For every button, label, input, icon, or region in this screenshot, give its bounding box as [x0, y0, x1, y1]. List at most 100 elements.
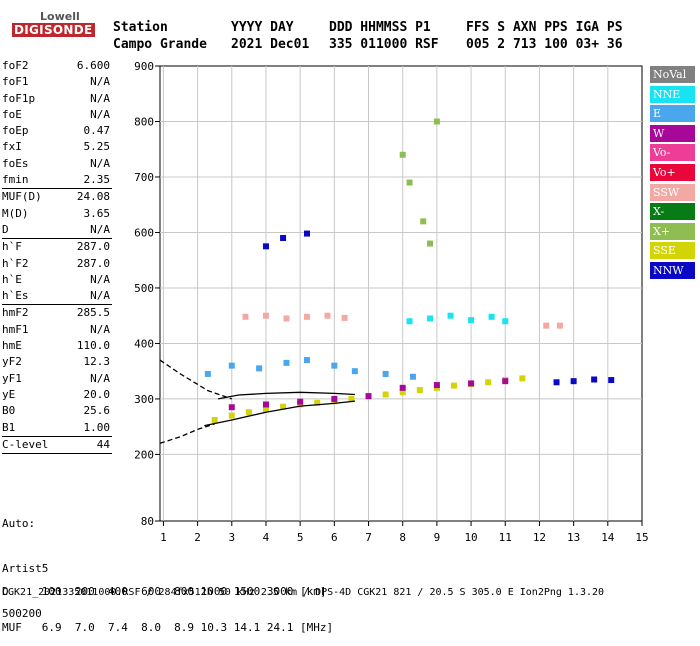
header-value-settings: 005 2 713 100 03+ 36 — [466, 37, 623, 52]
x-tick-label: 4 — [263, 531, 270, 544]
x-tick-label: 13 — [567, 531, 580, 544]
data-point — [262, 401, 269, 408]
data-point — [365, 393, 372, 400]
x-tick-label: 11 — [499, 531, 512, 544]
data-point — [406, 318, 413, 325]
x-tick-label: 10 — [464, 531, 477, 544]
header-value-date: 2021 Dec01 — [231, 37, 310, 52]
legend-item: E — [650, 105, 695, 123]
param-row: foF1 N/A — [2, 74, 112, 90]
trace-line — [204, 400, 355, 427]
param-label: yF2 — [2, 355, 22, 369]
legend-item: Vo- — [650, 144, 695, 162]
y-tick-label: 800 — [134, 115, 154, 128]
param-label: foF1p — [2, 91, 36, 105]
data-point — [303, 313, 310, 320]
data-point — [591, 376, 598, 383]
trace-line — [159, 423, 215, 444]
param-value: 1.00 — [83, 420, 111, 434]
data-point — [406, 179, 413, 186]
param-label: hmF2 — [2, 306, 29, 320]
data-point — [399, 384, 406, 391]
param-row: B1 1.00 — [2, 420, 112, 436]
param-label: hmF1 — [2, 322, 29, 336]
data-point — [468, 380, 475, 387]
data-point — [502, 378, 509, 385]
param-value: N/A — [90, 322, 110, 336]
data-point — [399, 389, 406, 396]
y-tick-label: 400 — [134, 337, 154, 350]
param-separator — [2, 304, 112, 306]
param-value: 110.0 — [76, 339, 110, 353]
header-label-day-time: DDD HHMMSS P1 — [329, 20, 431, 35]
param-separator — [2, 238, 112, 240]
data-point — [228, 412, 235, 419]
param-row: h`F2 287.0 — [2, 256, 112, 272]
param-value: N/A — [90, 371, 110, 385]
param-row: yE 20.0 — [2, 387, 112, 403]
param-label: h`F2 — [2, 256, 29, 270]
param-label: yF1 — [2, 371, 22, 385]
param-row: B0 25.6 — [2, 403, 112, 419]
param-row: M(D) 3.65 — [2, 206, 112, 222]
parameter-table: foF2 6.600 foF1 N/A foF1p N/A foE N/A foEp 0.47 fx… — [2, 58, 112, 455]
param-value: N/A — [90, 107, 110, 121]
legend-item: SSE — [650, 242, 695, 260]
param-row: foE N/A — [2, 107, 112, 123]
data-point — [341, 314, 348, 321]
data-point — [280, 235, 287, 242]
param-value: 3.65 — [83, 206, 111, 220]
x-tick-label: 2 — [194, 531, 201, 544]
data-point — [211, 417, 218, 424]
param-label: fxI — [2, 140, 22, 154]
param-row: foF1p N/A — [2, 91, 112, 107]
param-separator — [2, 453, 112, 455]
param-row: fxI 5.25 — [2, 139, 112, 155]
param-label: B0 — [2, 404, 16, 418]
param-row: foEs N/A — [2, 156, 112, 172]
x-tick-label: 8 — [399, 531, 406, 544]
data-point — [543, 322, 550, 329]
y-tick-label: 500 — [134, 282, 154, 295]
data-point — [420, 218, 427, 225]
param-label: foEp — [2, 124, 29, 138]
legend-item: W — [650, 124, 695, 142]
header-label-station: Station — [113, 20, 168, 35]
param-label: D — [2, 222, 9, 236]
legend-item: Vo+ — [650, 163, 695, 181]
param-value: 0.47 — [83, 124, 111, 138]
param-row: yF2 12.3 — [2, 354, 112, 370]
trace-line — [159, 359, 233, 400]
data-point — [324, 312, 331, 319]
x-tick-label: 15 — [635, 531, 648, 544]
header-label-date: YYYY DAY — [231, 20, 294, 35]
data-point — [297, 398, 304, 405]
plot-frame — [159, 65, 643, 522]
data-point — [556, 322, 563, 329]
footer-info: CGK21_2021335011000.RSF / 284fx512h 50 k… — [2, 587, 605, 598]
legend-item: X- — [650, 203, 695, 221]
param-separator — [2, 188, 112, 190]
param-label: fmin — [2, 173, 29, 187]
header-value-station: Campo Grande — [113, 37, 207, 52]
param-value: 287.0 — [76, 256, 110, 270]
data-point — [485, 379, 492, 386]
data-point — [283, 315, 290, 322]
param-value: 24.08 — [76, 190, 110, 204]
data-point — [416, 387, 423, 394]
data-point — [608, 377, 615, 384]
logo-text-lowell: Lowell — [40, 10, 80, 23]
distance-row: D 100 200 400 600 800 1000 1500 3000 [km… — [2, 585, 327, 598]
data-point — [399, 151, 406, 158]
x-tick-label: 14 — [601, 531, 615, 544]
data-point — [427, 240, 434, 247]
legend-item: X+ — [650, 222, 695, 240]
param-label: yE — [2, 387, 16, 401]
param-label: MUF(D) — [2, 190, 42, 204]
param-value: N/A — [90, 272, 110, 286]
param-value: N/A — [90, 156, 110, 170]
param-value: 5.25 — [83, 140, 111, 154]
data-point — [450, 382, 457, 389]
param-label: h`Es — [2, 289, 29, 303]
param-label: foEs — [2, 156, 29, 170]
